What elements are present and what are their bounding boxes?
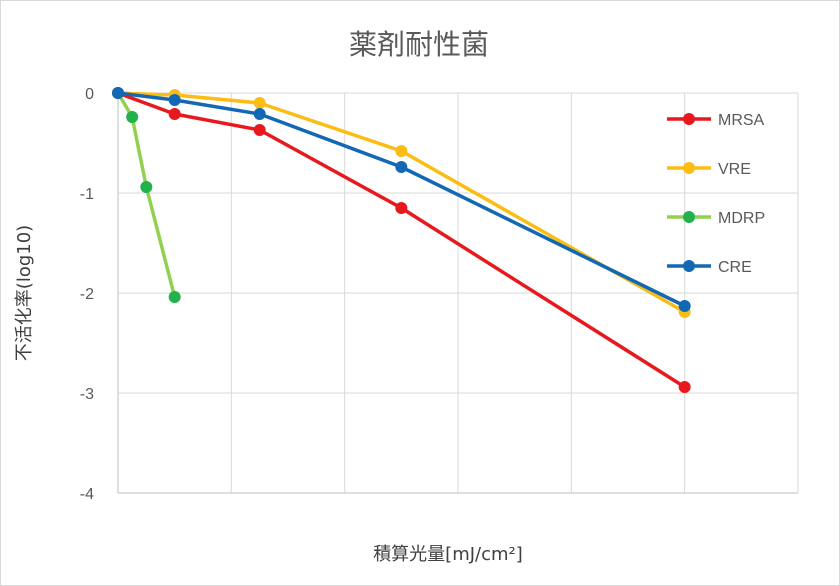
legend-item: CRE xyxy=(667,259,752,276)
legend-item: MRSA xyxy=(667,112,765,129)
x-axis-label: 積算光量[mJ/cm²] xyxy=(373,544,523,565)
series-line xyxy=(116,91,687,308)
data-point xyxy=(112,87,124,99)
legend-label: VRE xyxy=(718,161,751,178)
data-point xyxy=(678,381,691,393)
data-point xyxy=(395,161,408,173)
legend: MRSA VRE MDRP CRE xyxy=(667,112,765,276)
data-point xyxy=(168,291,181,303)
legend-item: MDRP xyxy=(667,210,765,227)
legend-marker xyxy=(683,260,695,272)
y-tick-label: -3 xyxy=(80,386,94,403)
series-cre xyxy=(112,87,691,312)
series-line xyxy=(116,91,687,389)
y-axis-label: 不活化率(log10) xyxy=(14,225,35,361)
data-point xyxy=(253,97,266,109)
legend-marker xyxy=(683,211,695,223)
data-point xyxy=(253,124,266,136)
legend-label: MDRP xyxy=(718,210,765,227)
series-mdrp xyxy=(112,87,181,303)
data-point xyxy=(140,181,153,193)
y-tick-label: 0 xyxy=(85,86,94,103)
legend-marker xyxy=(683,113,695,125)
y-tick-label: -2 xyxy=(80,286,94,303)
data-point xyxy=(395,145,408,157)
data-point xyxy=(395,202,408,214)
y-tick-label: -4 xyxy=(80,486,94,503)
series-mrsa xyxy=(112,87,691,393)
data-point xyxy=(253,108,266,120)
data-point xyxy=(678,300,691,312)
legend-label: MRSA xyxy=(718,112,765,129)
legend-item: VRE xyxy=(667,161,751,178)
grid xyxy=(117,92,799,494)
legend-label: CRE xyxy=(718,259,752,276)
y-tick-label: -1 xyxy=(80,186,94,203)
series-line xyxy=(116,91,177,299)
data-point xyxy=(168,108,181,120)
chart-title: 薬剤耐性菌 xyxy=(349,28,489,61)
data-point xyxy=(126,111,139,123)
data-point xyxy=(168,94,181,106)
series-layer xyxy=(112,87,691,393)
legend-marker xyxy=(683,162,695,174)
y-ticks: 0 -1 -2 -3 -4 xyxy=(80,86,94,503)
